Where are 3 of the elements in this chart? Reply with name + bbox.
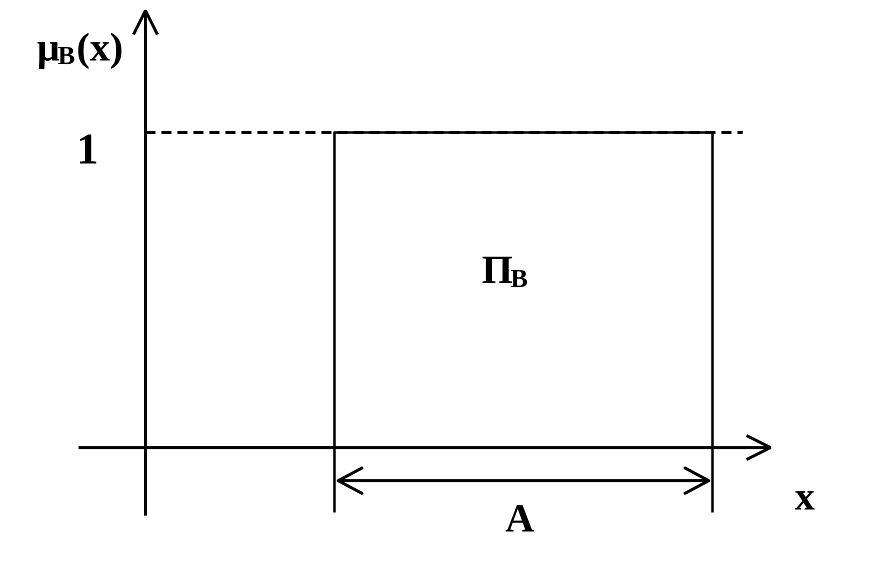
x-axis-title: x — [794, 473, 815, 518]
ref-line-label: 1 — [76, 124, 98, 174]
y-axis-title: μB(x) — [36, 24, 124, 70]
